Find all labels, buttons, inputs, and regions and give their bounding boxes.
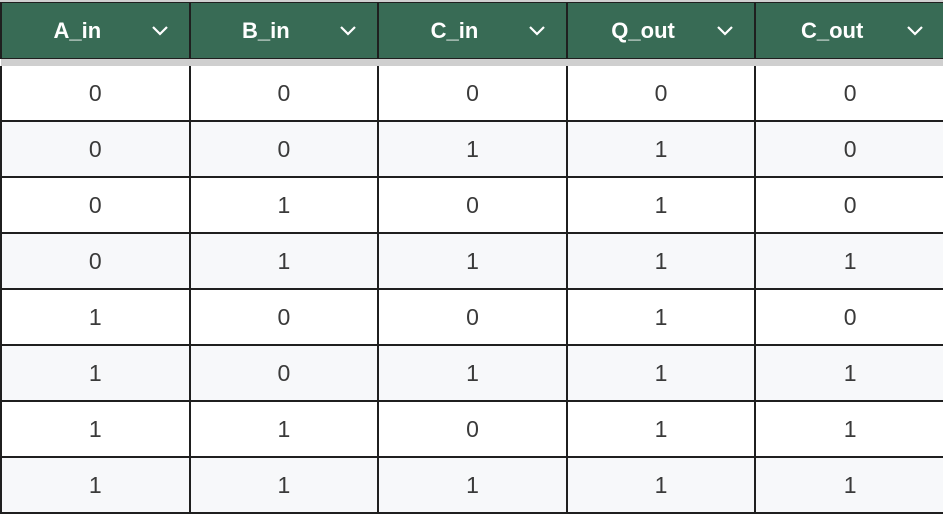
column-header-q-out[interactable]: Q_out bbox=[565, 2, 756, 59]
table-cell[interactable]: 0 bbox=[0, 233, 190, 290]
table-cell[interactable]: 0 bbox=[377, 177, 567, 234]
column-header-label: B_in bbox=[242, 17, 290, 43]
table-cell[interactable]: 0 bbox=[0, 66, 190, 122]
chevron-down-icon[interactable] bbox=[906, 22, 924, 40]
table-cell[interactable]: 1 bbox=[565, 345, 756, 402]
table-cell[interactable]: 1 bbox=[0, 345, 190, 402]
top-strip bbox=[0, 0, 943, 2]
table-cell[interactable]: 1 bbox=[188, 233, 379, 290]
column-header-label: A_in bbox=[53, 17, 102, 43]
table-row: 1 0 1 1 1 bbox=[0, 345, 943, 402]
column-header-b-in[interactable]: B_in bbox=[188, 2, 379, 59]
table-cell[interactable]: 1 bbox=[188, 401, 379, 458]
table-row: 0 0 0 0 0 bbox=[0, 66, 943, 122]
table-cell[interactable]: 1 bbox=[565, 233, 756, 290]
table-cell[interactable]: 1 bbox=[188, 457, 379, 514]
header-row: A_in B_in C_in bbox=[0, 2, 943, 59]
table-row: 1 1 0 1 1 bbox=[0, 401, 943, 458]
table-cell[interactable]: 0 bbox=[0, 121, 190, 178]
table-cell[interactable]: 1 bbox=[377, 457, 567, 514]
chevron-down-icon[interactable] bbox=[151, 22, 169, 40]
table-cell[interactable]: 0 bbox=[754, 66, 943, 122]
table-row: 1 1 1 1 1 bbox=[0, 457, 943, 514]
table-cell[interactable]: 0 bbox=[188, 121, 379, 178]
table-cell[interactable]: 0 bbox=[377, 401, 567, 458]
table-row: 0 0 1 1 0 bbox=[0, 121, 943, 178]
column-header-label: C_out bbox=[801, 17, 864, 43]
table-cell[interactable]: 1 bbox=[188, 177, 379, 234]
table-cell[interactable]: 0 bbox=[377, 66, 567, 122]
table-cell[interactable]: 1 bbox=[0, 457, 190, 514]
table-cell[interactable]: 1 bbox=[754, 401, 943, 458]
table-cell[interactable]: 0 bbox=[377, 289, 567, 346]
table-cell[interactable]: 1 bbox=[565, 457, 756, 514]
table-cell[interactable]: 1 bbox=[565, 177, 756, 234]
table-cell[interactable]: 0 bbox=[188, 66, 379, 122]
table-cell[interactable]: 1 bbox=[0, 401, 190, 458]
table-cell[interactable]: 0 bbox=[0, 177, 190, 234]
table-cell[interactable]: 1 bbox=[0, 289, 190, 346]
table-cell[interactable]: 1 bbox=[754, 233, 943, 290]
table-row: 1 0 0 1 0 bbox=[0, 289, 943, 346]
column-header-label: C_in bbox=[430, 17, 479, 43]
chevron-down-icon[interactable] bbox=[528, 22, 546, 40]
table-cell[interactable]: 0 bbox=[188, 289, 379, 346]
table-row: 0 1 0 1 0 bbox=[0, 177, 943, 234]
column-header-a-in[interactable]: A_in bbox=[0, 2, 190, 59]
table-cell[interactable]: 1 bbox=[754, 345, 943, 402]
table-cell[interactable]: 1 bbox=[565, 121, 756, 178]
table-cell[interactable]: 0 bbox=[565, 66, 756, 122]
header-separator bbox=[1, 58, 943, 66]
column-header-c-in[interactable]: C_in bbox=[377, 2, 567, 59]
table-cell[interactable]: 1 bbox=[565, 401, 756, 458]
table-cell[interactable]: 1 bbox=[754, 457, 943, 514]
separator-bar bbox=[1, 58, 943, 66]
table-cell[interactable]: 1 bbox=[377, 121, 567, 178]
table-cell[interactable]: 0 bbox=[754, 121, 943, 178]
chevron-down-icon[interactable] bbox=[339, 22, 357, 40]
table-cell[interactable]: 0 bbox=[754, 177, 943, 234]
table-cell[interactable]: 1 bbox=[377, 233, 567, 290]
table-row: 0 1 1 1 1 bbox=[0, 233, 943, 290]
table-cell[interactable]: 1 bbox=[377, 345, 567, 402]
table-cell[interactable]: 1 bbox=[565, 289, 756, 346]
chevron-down-icon[interactable] bbox=[716, 22, 734, 40]
table-cell[interactable]: 0 bbox=[188, 345, 379, 402]
column-header-c-out[interactable]: C_out bbox=[754, 2, 943, 59]
table-cell[interactable]: 0 bbox=[754, 289, 943, 346]
column-header-label: Q_out bbox=[611, 17, 675, 43]
